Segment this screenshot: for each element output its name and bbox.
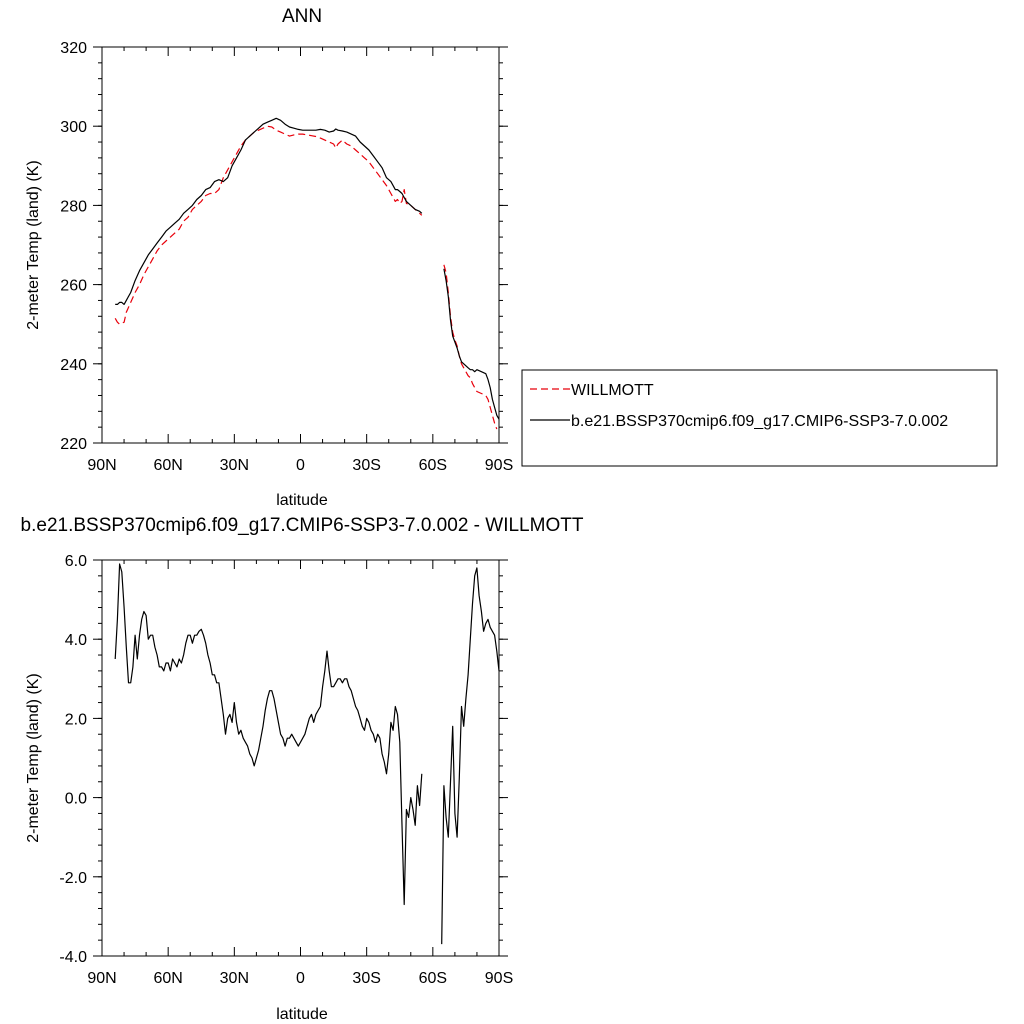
bottom-y-tick-label: -2.0 bbox=[59, 870, 87, 887]
top-series-line-1 bbox=[115, 117, 423, 305]
top-plot-lines bbox=[114, 117, 500, 430]
top-series-line-0 bbox=[114, 125, 423, 325]
legend-label-willmott: WILLMOTT bbox=[571, 382, 654, 399]
top-plot-ticks: 90N 60N 30N 0 30S 60S 90S 220 240 260 280 300 320 bbox=[60, 40, 513, 474]
legend-label-model: b.e21.BSSP370cmip6.f09_g17.CMIP6-SSP3-7.… bbox=[571, 413, 948, 430]
top-plot-title: ANN bbox=[282, 6, 322, 27]
bottom-plot-frame bbox=[101, 559, 500, 957]
top-x-tick-label: 90N bbox=[87, 457, 116, 474]
bottom-series-line-0 bbox=[441, 567, 500, 945]
top-x-tick-label: 60S bbox=[419, 457, 447, 474]
top-plot-frame bbox=[101, 46, 500, 444]
bottom-plot-x-axis-label: latitude bbox=[276, 1006, 328, 1023]
bottom-plot-title: b.e21.BSSP370cmip6.f09_g17.CMIP6-SSP3-7.… bbox=[21, 515, 584, 536]
bottom-plot: b.e21.BSSP370cmip6.f09_g17.CMIP6-SSP3-7.… bbox=[21, 515, 584, 1023]
top-series-line-0 bbox=[443, 264, 498, 430]
top-y-tick-label: 280 bbox=[60, 198, 87, 215]
top-x-tick-label: 30N bbox=[220, 457, 249, 474]
legend: WILLMOTT b.e21.BSSP370cmip6.f09_g17.CMIP… bbox=[521, 369, 998, 467]
bottom-y-tick-label: 6.0 bbox=[65, 553, 87, 570]
top-y-tick-label: 300 bbox=[60, 119, 87, 136]
top-y-tick-label: 320 bbox=[60, 40, 87, 57]
top-y-tick-label: 240 bbox=[60, 357, 87, 374]
bottom-y-tick-label: 2.0 bbox=[65, 711, 87, 728]
bottom-plot-ticks: 90N 60N 30N 0 30S 60S 90S -4.0 -2.0 0.0 2.0 4.0 6.0 bbox=[59, 553, 513, 987]
bottom-y-tick-label: -4.0 bbox=[59, 949, 87, 966]
top-plot: ANN latitude 2-meter Temp (land) (K) 90N… bbox=[25, 6, 513, 509]
top-x-tick-label: 30S bbox=[352, 457, 380, 474]
bottom-y-tick-label: 0.0 bbox=[65, 791, 87, 808]
bottom-plot-lines bbox=[114, 563, 500, 945]
bottom-series-line-0 bbox=[114, 563, 423, 906]
bottom-x-tick-label: 30S bbox=[352, 970, 380, 987]
bottom-x-tick-label: 30N bbox=[220, 970, 249, 987]
bottom-x-tick-label: 90S bbox=[485, 970, 513, 987]
bottom-x-tick-label: 90N bbox=[87, 970, 116, 987]
top-plot-y-axis-label: 2-meter Temp (land) (K) bbox=[25, 160, 42, 330]
bottom-x-tick-label: 60S bbox=[419, 970, 447, 987]
top-y-tick-label: 220 bbox=[60, 436, 87, 453]
top-x-tick-label: 60N bbox=[153, 457, 182, 474]
bottom-x-tick-label: 0 bbox=[296, 970, 305, 987]
bottom-y-tick-label: 4.0 bbox=[65, 632, 87, 649]
top-y-tick-label: 260 bbox=[60, 278, 87, 295]
top-plot-x-axis-label: latitude bbox=[276, 492, 328, 509]
top-x-tick-label: 90S bbox=[485, 457, 513, 474]
legend-box bbox=[521, 369, 998, 467]
bottom-x-tick-label: 60N bbox=[153, 970, 182, 987]
top-x-tick-label: 0 bbox=[296, 457, 305, 474]
top-series-line-1 bbox=[443, 268, 500, 420]
bottom-plot-y-axis-label: 2-meter Temp (land) (K) bbox=[25, 673, 42, 843]
